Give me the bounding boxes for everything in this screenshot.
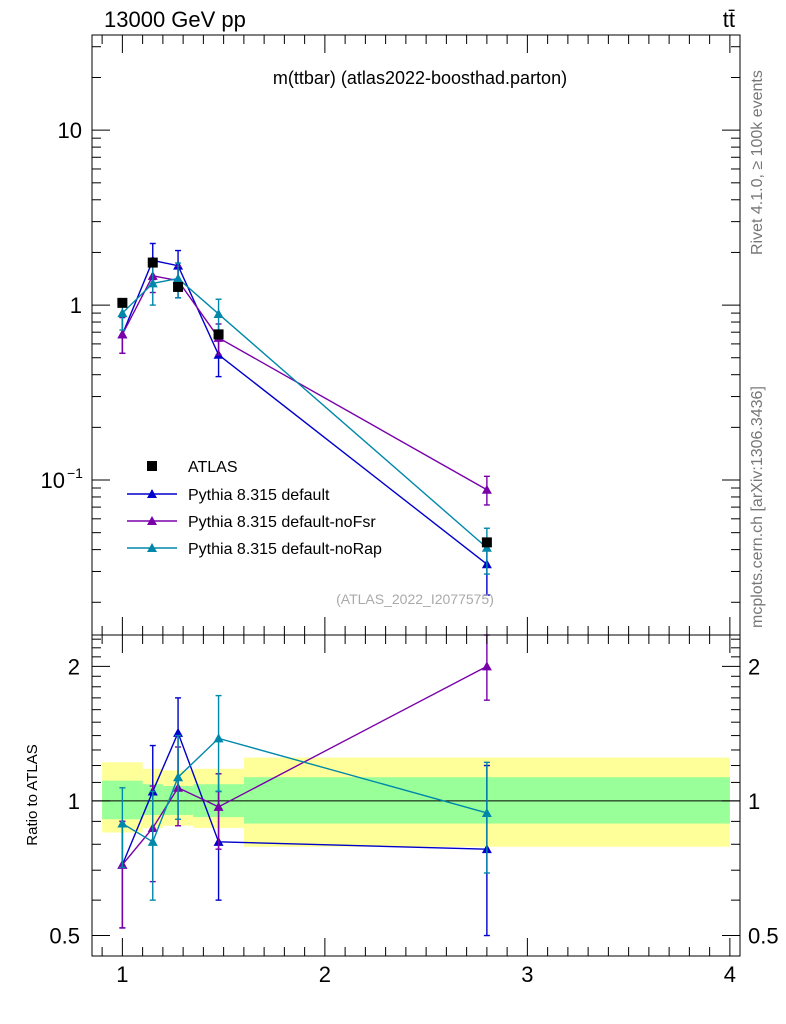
rivet-version-label: Rivet 4.1.0, ≥ 100k events — [749, 70, 766, 255]
ratio-y-tick-label: 2 — [68, 654, 80, 679]
main-y-tick-label-exponent: −1 — [67, 465, 83, 481]
data-point — [173, 281, 184, 292]
ratio-y-tick-label: 0.5 — [49, 924, 80, 949]
ratio-panel-frame — [91, 634, 741, 957]
data-point — [481, 807, 492, 817]
data-point — [481, 537, 492, 548]
data-point — [213, 733, 224, 743]
ratio-x-tick-label: 3 — [521, 962, 533, 987]
series-noFsr — [117, 260, 492, 506]
analysis-watermark: (ATLAS_2022_I2077575) — [336, 591, 494, 607]
ratio-y-axis-label: Ratio to ATLAS — [24, 744, 41, 845]
main-y-tick-label: 1 — [70, 293, 82, 318]
data-point — [147, 257, 158, 268]
ratio-x-tick-label: 4 — [724, 962, 736, 987]
energy-label: 13000 GeV pp — [104, 7, 246, 32]
data-point — [147, 836, 158, 846]
process-label: tt̄ — [723, 7, 735, 32]
ratio-x-tick-label: 1 — [116, 962, 128, 987]
mcplots-label: mcplots.cern.ch [arXiv:1306.3436] — [749, 386, 766, 628]
data-point — [117, 329, 128, 339]
ratio-panel: 2 2 1 1 0.5 0.5 1 2 3 4 Ratio to ATLAS — [24, 634, 779, 987]
data-point — [117, 308, 128, 318]
data-point — [117, 297, 128, 308]
series-noRap — [117, 262, 492, 575]
legend-marker-atlas — [147, 461, 157, 471]
legend-label: Pythia 8.315 default-noFsr — [188, 514, 376, 531]
ratio-series-noRap — [117, 694, 492, 901]
plot-title: m(ttbar) (atlas2022-boosthad.parton) — [273, 68, 567, 88]
legend-label: ATLAS — [188, 459, 238, 476]
data-point — [481, 484, 492, 494]
ratio-x-tick-label: 2 — [319, 962, 331, 987]
legend-label: Pythia 8.315 default — [188, 487, 330, 504]
legend-marker-noFsr — [147, 516, 157, 525]
data-point — [173, 727, 184, 737]
ratio-axes: 2 2 1 1 0.5 0.5 1 2 3 4 — [49, 635, 779, 987]
legend-marker-noRap — [147, 543, 157, 552]
data-point — [213, 329, 224, 340]
data-point — [173, 273, 184, 283]
ratio-y-tick-label-right: 1 — [748, 789, 760, 814]
data-point — [147, 278, 158, 288]
data-point — [173, 772, 184, 782]
legend-label: Pythia 8.315 default-noRap — [188, 541, 382, 558]
main-y-tick-label: 10 — [58, 118, 82, 143]
series-atlas — [117, 257, 492, 548]
data-point — [481, 661, 492, 671]
ratio-plot-content — [92, 634, 740, 937]
series-line — [121, 277, 488, 549]
data-point — [117, 818, 128, 828]
series-line — [121, 275, 488, 491]
ratio-y-tick-label-right: 2 — [748, 654, 760, 679]
main-y-tick-label: 10 — [41, 468, 65, 493]
data-point — [213, 308, 224, 318]
data-point — [213, 801, 224, 811]
legend: ATLAS Pythia 8.315 default Pythia 8.315 de… — [127, 459, 382, 558]
ratio-y-tick-label: 1 — [68, 789, 80, 814]
ratio-y-tick-label-right: 0.5 — [748, 924, 779, 949]
legend-marker-default — [147, 489, 157, 498]
main-plot-content — [117, 242, 492, 596]
